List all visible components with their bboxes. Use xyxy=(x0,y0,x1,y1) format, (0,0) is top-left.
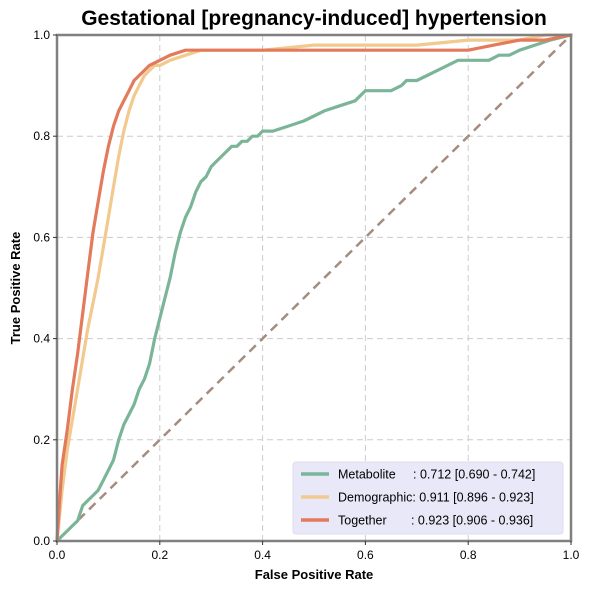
y-tick-label: 0.6 xyxy=(33,230,50,244)
y-axis-label: True Positive Rate xyxy=(8,232,23,345)
x-tick-label: 1.0 xyxy=(563,548,580,562)
x-tick-label: 0.0 xyxy=(49,548,66,562)
y-tick-label: 0.8 xyxy=(33,129,50,143)
legend-label-metabolite: Metabolite : 0.712 [0.690 - 0.742] xyxy=(338,468,535,482)
y-tick-label: 0.4 xyxy=(33,332,50,346)
x-tick-label: 0.2 xyxy=(151,548,168,562)
y-tick-label: 0.2 xyxy=(33,433,50,447)
x-axis-label: False Positive Rate xyxy=(255,567,374,582)
legend: Metabolite : 0.712 [0.690 - 0.742] Demogr… xyxy=(293,462,563,534)
x-tick-label: 0.4 xyxy=(254,548,271,562)
x-tick-label: 0.6 xyxy=(357,548,374,562)
y-tick-label: 0.0 xyxy=(33,534,50,548)
legend-label-together: Together : 0.923 [0.906 - 0.936] xyxy=(338,514,533,528)
x-tick-label: 0.8 xyxy=(460,548,477,562)
y-tick-label: 1.0 xyxy=(33,28,50,42)
chart-title: Gestational [pregnancy-induced] hyperten… xyxy=(81,7,547,30)
legend-label-demographic: Demographic: 0.911 [0.896 - 0.923] xyxy=(338,491,534,505)
